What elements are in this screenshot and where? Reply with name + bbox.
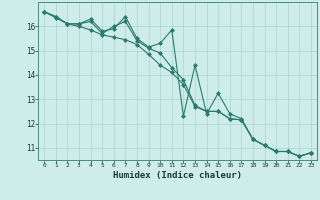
X-axis label: Humidex (Indice chaleur): Humidex (Indice chaleur): [113, 171, 242, 180]
